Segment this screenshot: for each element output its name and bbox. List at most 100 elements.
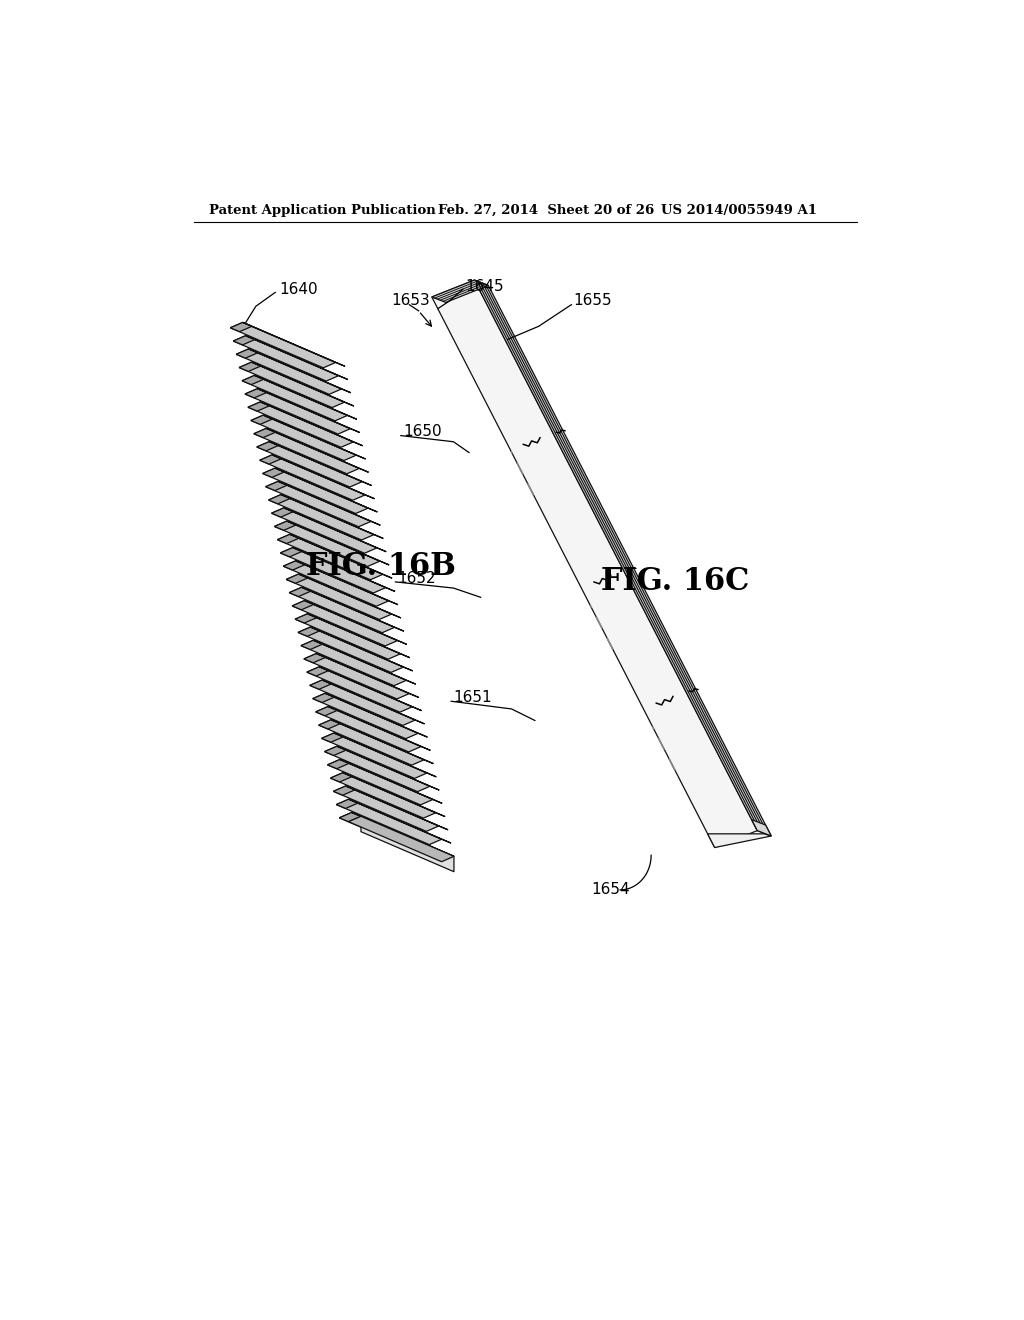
Polygon shape xyxy=(230,322,336,368)
Polygon shape xyxy=(318,719,340,729)
Polygon shape xyxy=(269,442,372,486)
Polygon shape xyxy=(304,601,407,644)
Polygon shape xyxy=(343,772,445,817)
Polygon shape xyxy=(265,482,288,491)
Polygon shape xyxy=(254,429,275,438)
Polygon shape xyxy=(293,548,395,591)
Polygon shape xyxy=(299,574,401,618)
Polygon shape xyxy=(243,322,345,367)
Text: 1640: 1640 xyxy=(280,281,317,297)
Polygon shape xyxy=(284,561,305,570)
Polygon shape xyxy=(287,574,391,619)
Polygon shape xyxy=(242,375,347,421)
Polygon shape xyxy=(271,508,377,553)
Polygon shape xyxy=(331,772,436,818)
Polygon shape xyxy=(339,812,361,821)
Polygon shape xyxy=(298,627,319,636)
Polygon shape xyxy=(268,495,374,540)
Polygon shape xyxy=(310,680,415,726)
Polygon shape xyxy=(233,335,339,381)
Polygon shape xyxy=(268,495,290,504)
Polygon shape xyxy=(301,640,323,649)
Polygon shape xyxy=(315,706,421,752)
Polygon shape xyxy=(322,733,427,779)
Polygon shape xyxy=(325,746,346,755)
Polygon shape xyxy=(310,680,332,689)
Polygon shape xyxy=(328,759,433,805)
Polygon shape xyxy=(260,455,282,465)
Polygon shape xyxy=(334,785,355,795)
Polygon shape xyxy=(251,414,272,424)
Text: 1651: 1651 xyxy=(454,690,493,705)
Polygon shape xyxy=(346,785,449,830)
Text: FIG. 16C: FIG. 16C xyxy=(601,566,750,598)
Polygon shape xyxy=(339,812,444,858)
Polygon shape xyxy=(318,719,424,766)
Polygon shape xyxy=(313,640,416,684)
Polygon shape xyxy=(295,614,400,659)
Polygon shape xyxy=(240,362,261,371)
Polygon shape xyxy=(302,587,403,631)
Polygon shape xyxy=(337,746,439,791)
Polygon shape xyxy=(278,535,383,579)
Polygon shape xyxy=(257,442,279,451)
Polygon shape xyxy=(432,280,488,302)
Polygon shape xyxy=(248,401,269,411)
Polygon shape xyxy=(260,401,362,446)
Polygon shape xyxy=(251,414,356,461)
Polygon shape xyxy=(265,482,371,527)
Polygon shape xyxy=(307,667,413,713)
Polygon shape xyxy=(230,322,252,331)
Polygon shape xyxy=(322,733,343,742)
Polygon shape xyxy=(263,469,285,478)
Text: US 2014/0055949 A1: US 2014/0055949 A1 xyxy=(662,205,817,218)
Polygon shape xyxy=(281,548,302,557)
Polygon shape xyxy=(289,587,311,597)
Polygon shape xyxy=(274,521,296,531)
Polygon shape xyxy=(284,561,389,606)
Polygon shape xyxy=(290,535,392,578)
Polygon shape xyxy=(323,680,425,723)
Polygon shape xyxy=(307,614,410,657)
Polygon shape xyxy=(295,614,316,623)
Polygon shape xyxy=(312,693,418,739)
Polygon shape xyxy=(331,719,433,763)
Polygon shape xyxy=(296,561,398,605)
Polygon shape xyxy=(304,653,410,700)
Polygon shape xyxy=(279,482,380,525)
Polygon shape xyxy=(316,653,419,697)
Polygon shape xyxy=(432,280,758,847)
Polygon shape xyxy=(361,816,454,871)
Text: 1653: 1653 xyxy=(391,293,430,309)
Polygon shape xyxy=(260,455,366,500)
Polygon shape xyxy=(752,820,771,836)
Polygon shape xyxy=(312,693,335,702)
Polygon shape xyxy=(307,667,329,676)
Polygon shape xyxy=(328,706,430,750)
Text: 1652: 1652 xyxy=(397,570,436,586)
Polygon shape xyxy=(242,375,264,384)
Polygon shape xyxy=(474,280,771,836)
Polygon shape xyxy=(304,653,326,663)
Polygon shape xyxy=(274,521,380,566)
Polygon shape xyxy=(334,733,436,777)
Text: 1654: 1654 xyxy=(592,882,630,898)
Polygon shape xyxy=(351,812,454,857)
Polygon shape xyxy=(292,601,313,610)
Polygon shape xyxy=(340,759,442,804)
Text: Patent Application Publication: Patent Application Publication xyxy=(209,205,436,218)
Polygon shape xyxy=(315,706,337,715)
Polygon shape xyxy=(334,785,438,832)
Polygon shape xyxy=(298,627,403,672)
Polygon shape xyxy=(263,469,368,513)
Polygon shape xyxy=(263,414,366,459)
Polygon shape xyxy=(310,627,413,671)
Polygon shape xyxy=(325,746,430,792)
Polygon shape xyxy=(233,335,255,345)
Polygon shape xyxy=(292,601,397,645)
Polygon shape xyxy=(281,495,383,539)
Polygon shape xyxy=(237,348,342,395)
Polygon shape xyxy=(257,388,359,433)
Polygon shape xyxy=(246,335,348,380)
Text: FIG. 16B: FIG. 16B xyxy=(306,550,456,582)
